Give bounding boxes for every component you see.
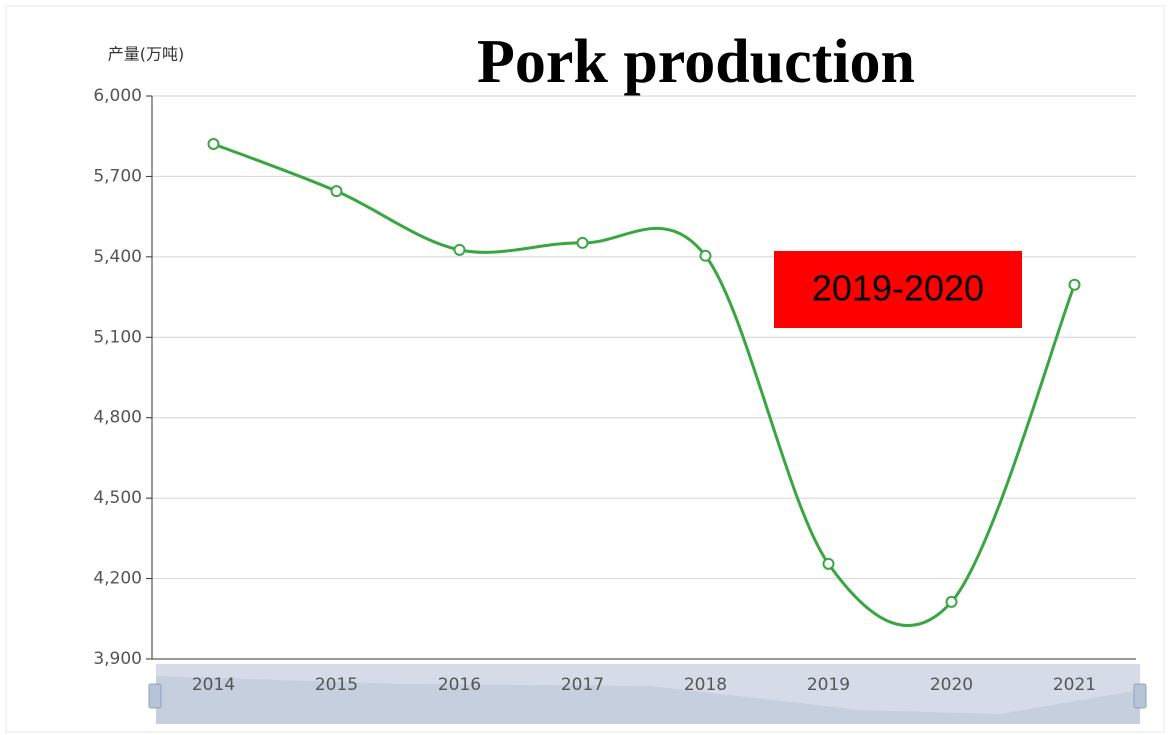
x-tick-label: 2015 <box>315 675 358 695</box>
zoom-handle-right[interactable] <box>1133 683 1147 709</box>
point <box>699 249 712 262</box>
point <box>207 137 220 150</box>
x-tick-label: 2021 <box>1053 675 1096 695</box>
y-tick-label: 4,800 <box>93 408 142 428</box>
chart-frame <box>5 5 1165 733</box>
y-tick-label: 3,900 <box>93 649 142 669</box>
zoom-preview <box>156 676 1140 724</box>
y-tick-label: 6,000 <box>93 86 142 106</box>
x-tick-label: 2016 <box>438 675 481 695</box>
point <box>1068 278 1081 291</box>
y-tick-label: 5,700 <box>93 166 142 186</box>
y-tick-label: 5,100 <box>93 327 142 347</box>
point <box>453 243 466 256</box>
x-tick-label: 2017 <box>561 675 604 695</box>
point <box>945 595 958 608</box>
zoom-handle-left[interactable] <box>148 683 162 709</box>
annotation-box <box>774 251 1022 328</box>
y-tick-label: 4,500 <box>93 488 142 508</box>
x-tick-label: 2014 <box>192 675 235 695</box>
data-zoom[interactable] <box>148 664 1147 724</box>
x-tick-label: 2020 <box>930 675 973 695</box>
point <box>576 236 589 249</box>
x-tick-label: 2018 <box>684 675 727 695</box>
x-tick-label: 2019 <box>807 675 850 695</box>
y-tick-label: 4,200 <box>93 569 142 589</box>
point <box>822 557 835 570</box>
y-axis-label: 产量(万吨) <box>108 45 185 64</box>
y-tick-label: 5,400 <box>93 247 142 267</box>
point <box>330 185 343 198</box>
chart-title: Pork production <box>477 28 915 96</box>
annotation: 2019-2020 <box>812 268 984 309</box>
